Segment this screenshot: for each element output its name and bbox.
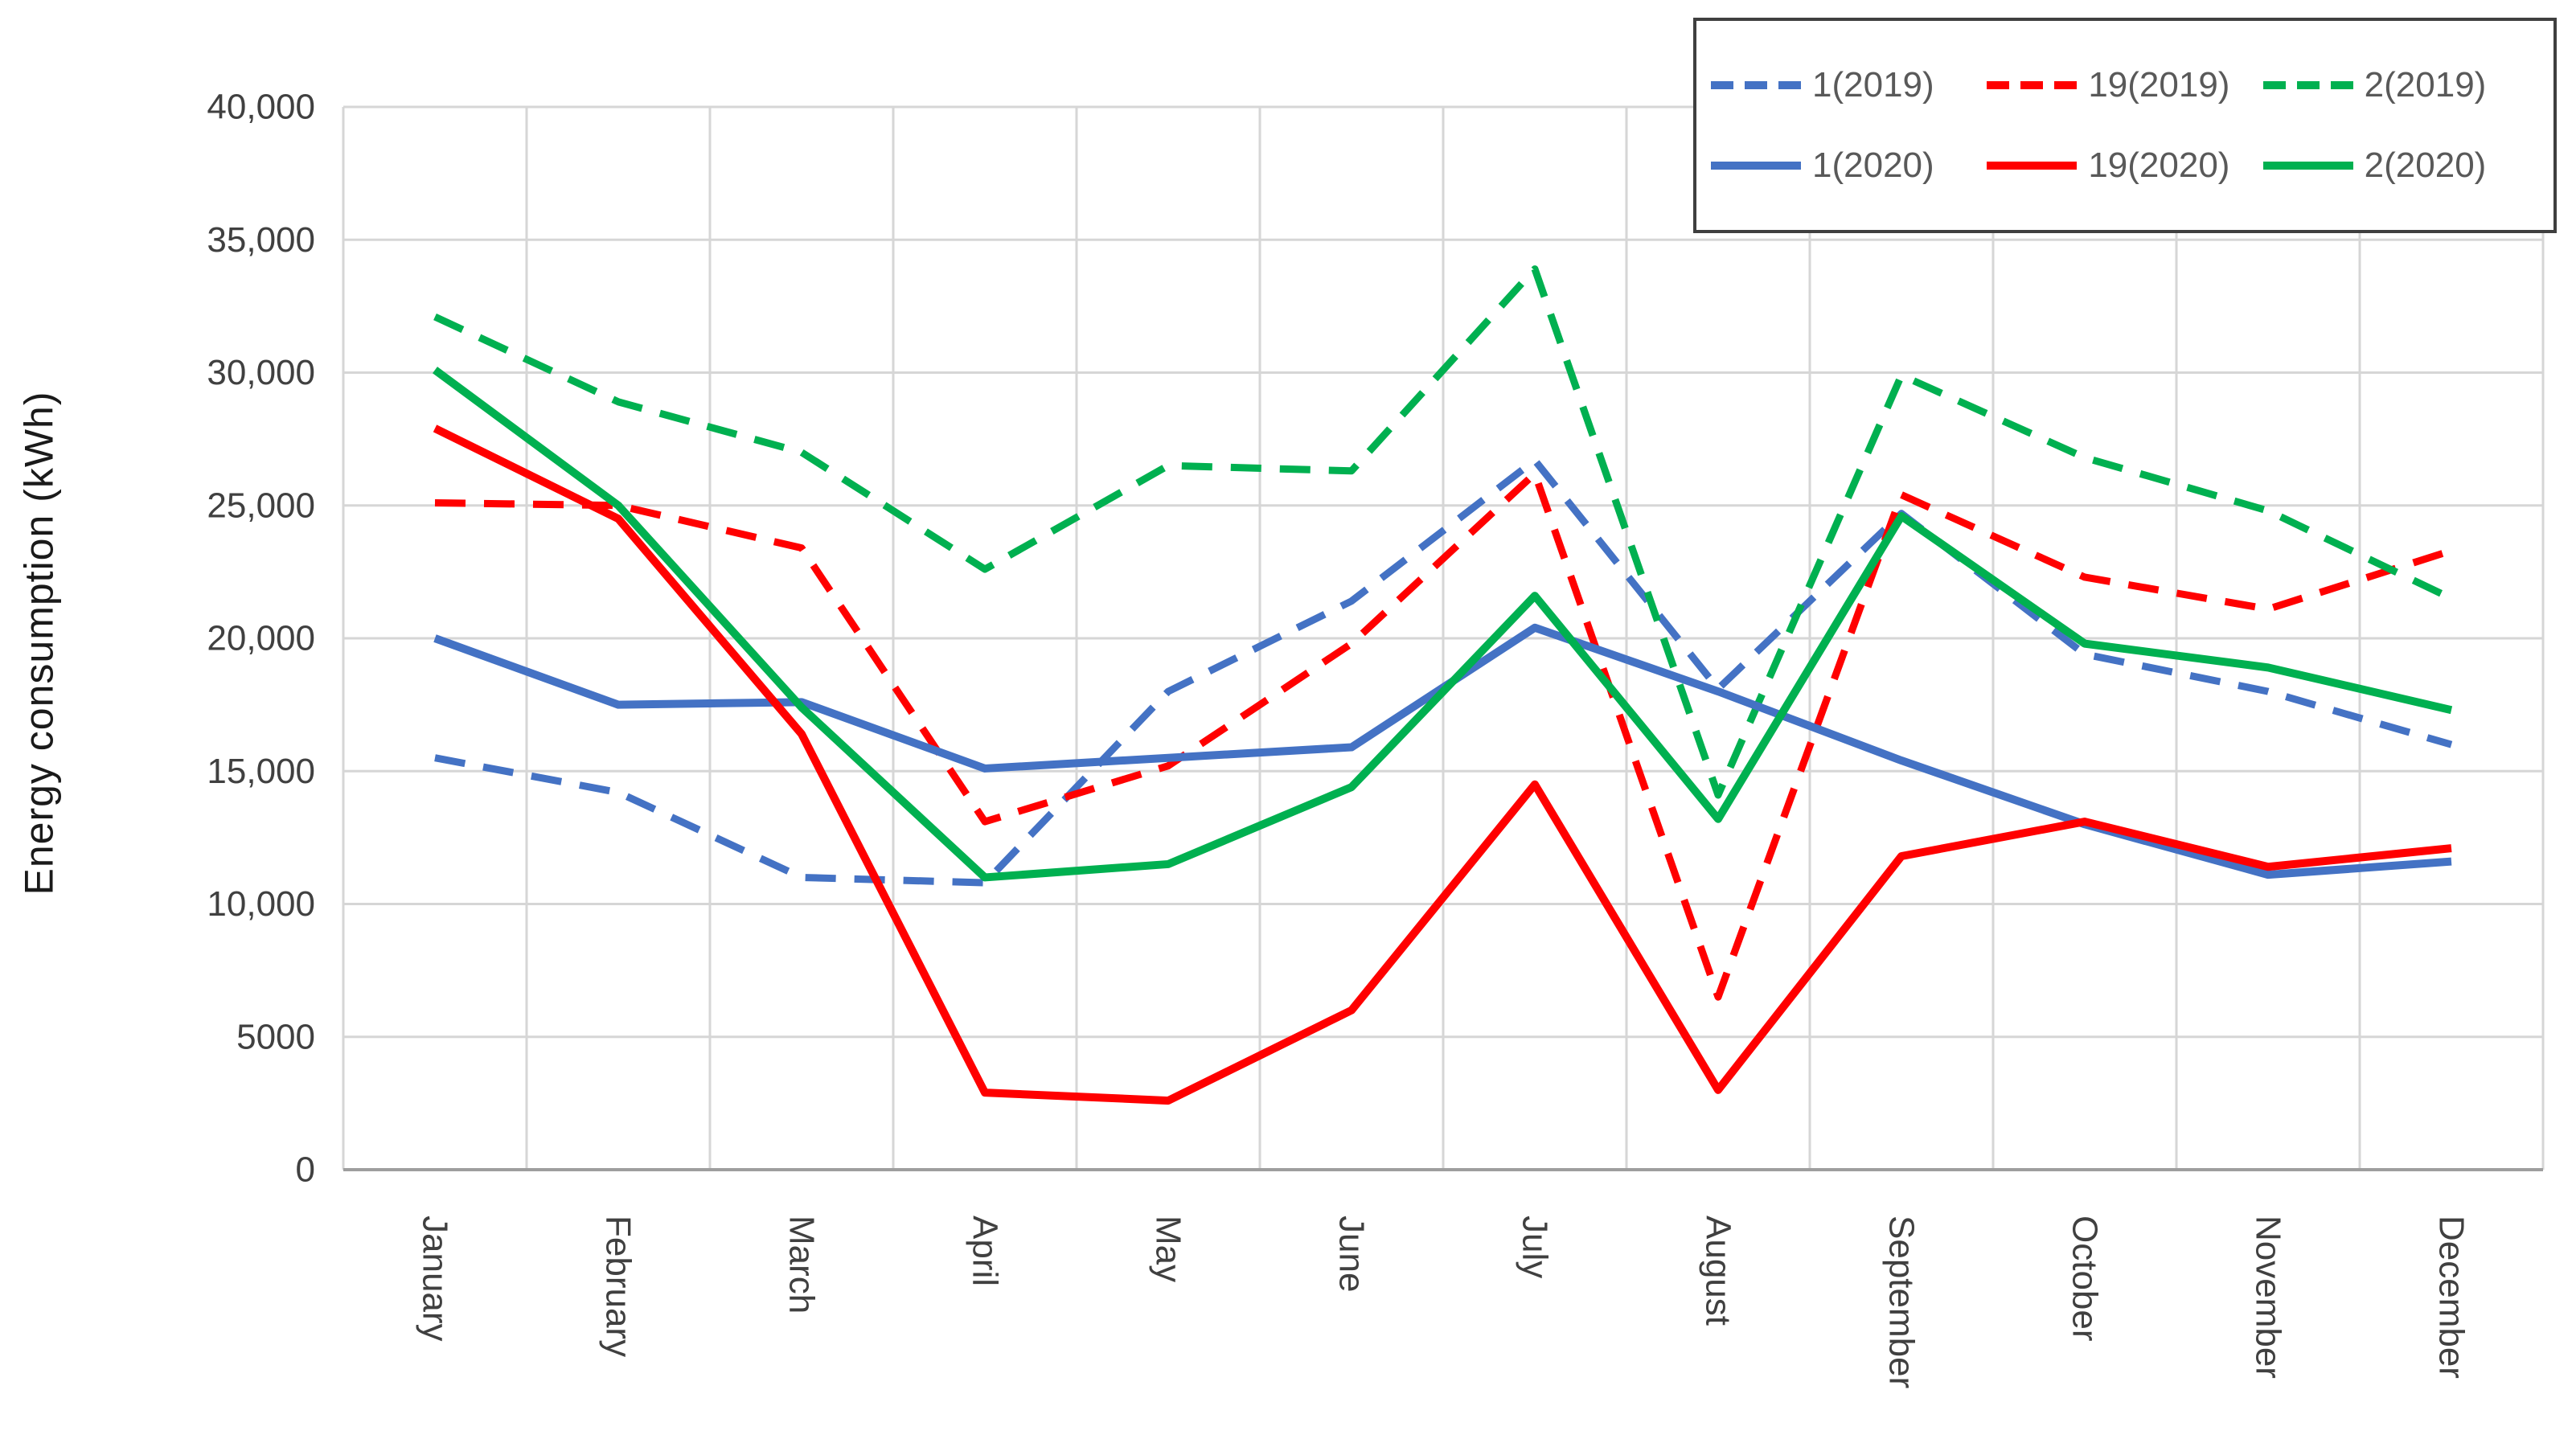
y-tick-label: 40,000 bbox=[207, 88, 315, 127]
series-line-2-2019- bbox=[433, 265, 2453, 799]
y-tick-label: 5000 bbox=[236, 1017, 315, 1056]
legend-label: 1(2020) bbox=[1812, 145, 1934, 185]
x-month-label: August bbox=[1699, 1216, 1738, 1326]
legend-item-2-2020-: 2(2020) bbox=[2262, 145, 2539, 186]
y-tick-label: 30,000 bbox=[207, 353, 315, 392]
series-line-2-2020- bbox=[433, 367, 2453, 882]
x-month-label: May bbox=[1149, 1216, 1188, 1282]
solid-line-swatch-icon bbox=[1987, 161, 2078, 170]
legend-item-19-2020-: 19(2020) bbox=[1987, 146, 2262, 186]
solid-line-swatch-icon bbox=[2262, 161, 2353, 170]
legend-label: 19(2019) bbox=[2088, 65, 2230, 105]
series-line-19-2019- bbox=[434, 469, 2453, 1001]
y-axis-title: Energy consumption (kWh) bbox=[6, 241, 71, 1045]
x-month-label: March bbox=[782, 1216, 822, 1314]
y-tick-label: 35,000 bbox=[207, 220, 315, 260]
y-tick-label: 25,000 bbox=[207, 486, 315, 525]
legend-label: 2(2019) bbox=[2364, 65, 2487, 105]
legend-row: 1(2020) 19(2020) 2(2020) bbox=[1711, 146, 2539, 186]
x-month-label: January bbox=[416, 1216, 455, 1342]
x-month-label: April bbox=[966, 1216, 1005, 1286]
dashed-line-swatch-icon bbox=[2262, 81, 2353, 90]
legend-item-19-2019-: 19(2019) bbox=[1987, 65, 2262, 105]
y-tick-label: 20,000 bbox=[207, 619, 315, 658]
chart-legend: 1(2019) 19(2019) 2(2019) 1(2020) 19(2020) 2(2… bbox=[1693, 18, 2557, 233]
x-month-label: December bbox=[2432, 1216, 2471, 1379]
legend-label: 2(2020) bbox=[2364, 145, 2487, 185]
x-month-label: June bbox=[1332, 1216, 1372, 1292]
legend-label: 19(2020) bbox=[2088, 145, 2230, 185]
legend-label: 1(2019) bbox=[1812, 65, 1934, 105]
solid-line-swatch-icon bbox=[1711, 161, 1801, 170]
x-month-label: September bbox=[1882, 1216, 1922, 1388]
y-axis-title-text: Energy consumption (kWh) bbox=[16, 391, 62, 896]
dashed-line-swatch-icon bbox=[1987, 81, 2078, 90]
series-line-1-2019- bbox=[434, 457, 2453, 887]
x-month-label: July bbox=[1516, 1216, 1555, 1278]
legend-item-1-2019-: 1(2019) bbox=[1711, 65, 1987, 105]
series-line-19-2020- bbox=[433, 424, 2452, 1105]
legend-item-2-2019-: 2(2019) bbox=[2262, 65, 2539, 105]
legend-row: 1(2019) 19(2019) 2(2019) bbox=[1711, 65, 2539, 105]
x-month-label: November bbox=[2249, 1216, 2288, 1379]
y-tick-label: 10,000 bbox=[207, 884, 315, 924]
y-tick-label: 15,000 bbox=[207, 752, 315, 791]
x-month-label: October bbox=[2065, 1216, 2105, 1342]
y-tick-label: 0 bbox=[296, 1150, 315, 1190]
dashed-line-swatch-icon bbox=[1711, 81, 1801, 90]
legend-item-1-2020-: 1(2020) bbox=[1711, 146, 1987, 186]
x-month-label: February bbox=[599, 1216, 638, 1357]
